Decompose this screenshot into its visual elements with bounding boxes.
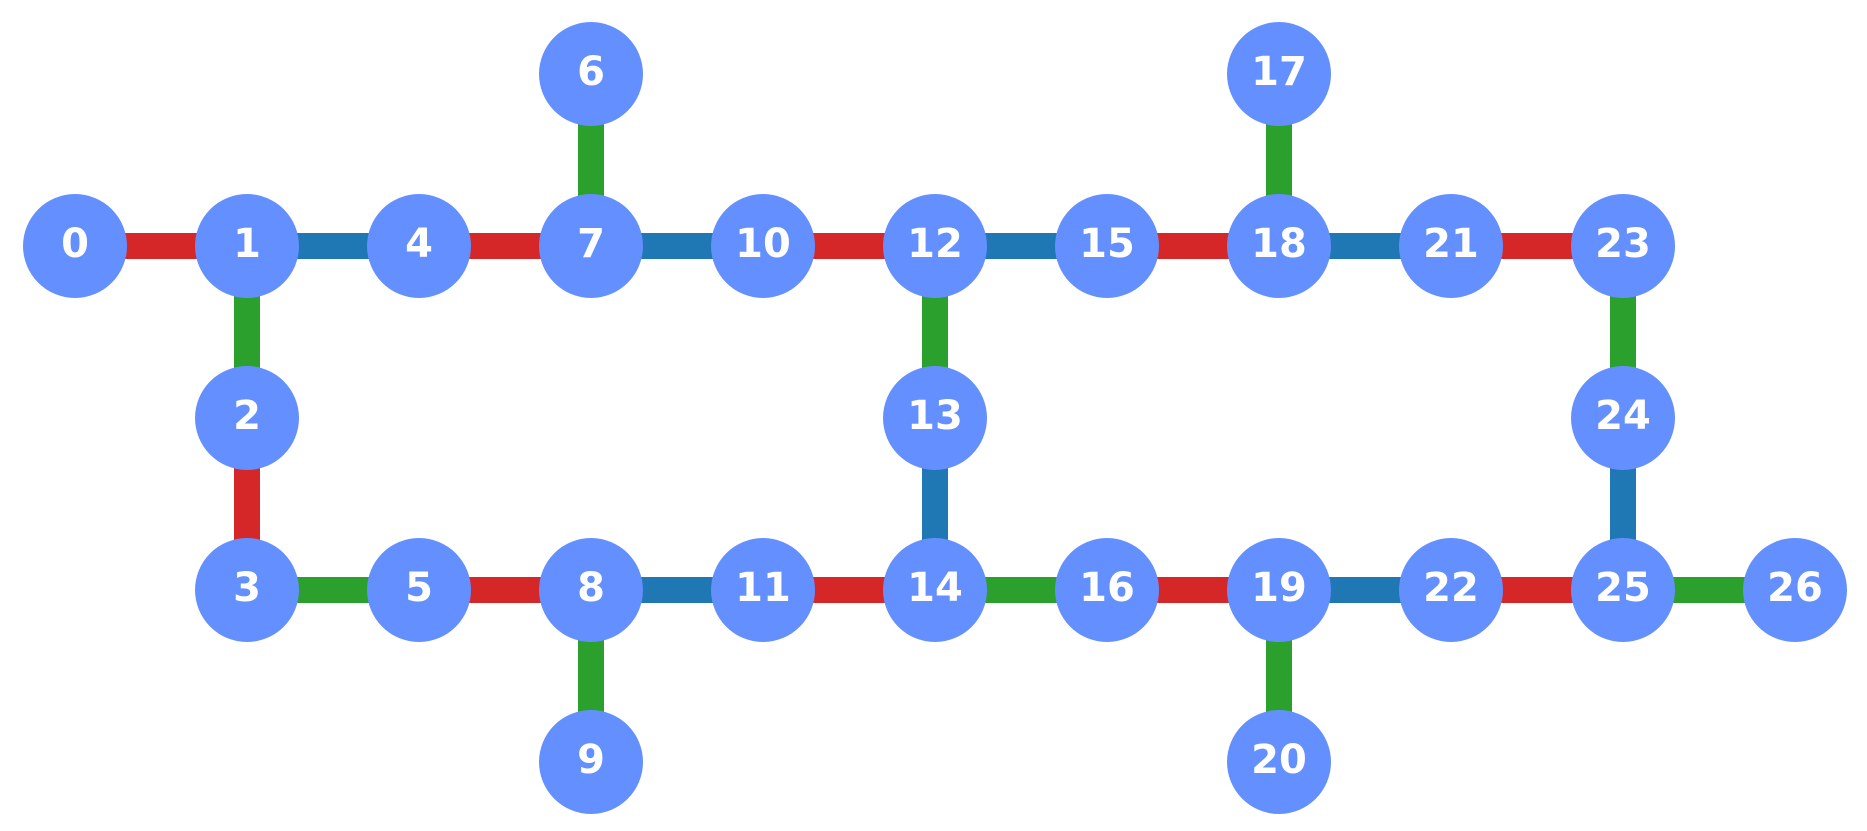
- node-circle: [195, 366, 299, 470]
- node-circle: [539, 194, 643, 298]
- node-circle: [195, 194, 299, 298]
- node-26: 26: [1743, 538, 1847, 642]
- node-label: 26: [1767, 565, 1823, 611]
- node-19: 19: [1227, 538, 1331, 642]
- node-label: 10: [735, 221, 791, 267]
- node-label: 17: [1251, 49, 1307, 95]
- node-12: 12: [883, 194, 987, 298]
- node-label: 3: [233, 565, 261, 611]
- node-22: 22: [1399, 538, 1503, 642]
- node-circle: [539, 538, 643, 642]
- node-7: 7: [539, 194, 643, 298]
- node-label: 4: [405, 221, 433, 267]
- node-label: 16: [1079, 565, 1135, 611]
- node-circle: [1399, 194, 1503, 298]
- node-label: 18: [1251, 221, 1307, 267]
- node-15: 15: [1055, 194, 1159, 298]
- node-6: 6: [539, 22, 643, 126]
- node-14: 14: [883, 538, 987, 642]
- node-label: 1: [233, 221, 261, 267]
- node-circle: [1055, 194, 1159, 298]
- node-label: 21: [1423, 221, 1479, 267]
- node-label: 22: [1423, 565, 1479, 611]
- node-circle: [539, 710, 643, 814]
- node-label: 7: [577, 221, 605, 267]
- node-24: 24: [1571, 366, 1675, 470]
- node-label: 15: [1079, 221, 1135, 267]
- node-4: 4: [367, 194, 471, 298]
- node-label: 25: [1595, 565, 1651, 611]
- node-23: 23: [1571, 194, 1675, 298]
- node-5: 5: [367, 538, 471, 642]
- node-label: 13: [907, 393, 963, 439]
- node-label: 23: [1595, 221, 1651, 267]
- node-8: 8: [539, 538, 643, 642]
- node-25: 25: [1571, 538, 1675, 642]
- node-label: 14: [907, 565, 963, 611]
- node-circle: [1227, 710, 1331, 814]
- node-9: 9: [539, 710, 643, 814]
- node-label: 11: [735, 565, 791, 611]
- node-11: 11: [711, 538, 815, 642]
- node-circle: [1227, 194, 1331, 298]
- node-label: 12: [907, 221, 963, 267]
- node-0: 0: [23, 194, 127, 298]
- node-circle: [195, 538, 299, 642]
- node-label: 20: [1251, 737, 1307, 783]
- node-circle: [1055, 538, 1159, 642]
- node-2: 2: [195, 366, 299, 470]
- node-circle: [711, 194, 815, 298]
- node-circle: [1743, 538, 1847, 642]
- node-label: 9: [577, 737, 605, 783]
- node-circle: [23, 194, 127, 298]
- node-17: 17: [1227, 22, 1331, 126]
- node-16: 16: [1055, 538, 1159, 642]
- node-circle: [883, 194, 987, 298]
- node-circle: [1571, 538, 1675, 642]
- node-circle: [1399, 538, 1503, 642]
- node-circle: [367, 194, 471, 298]
- node-circle: [1227, 22, 1331, 126]
- node-20: 20: [1227, 710, 1331, 814]
- node-label: 8: [577, 565, 605, 611]
- node-label: 0: [61, 221, 89, 267]
- nodes-layer: 0 123456789101112131415161718192021222324…: [23, 22, 1847, 814]
- node-21: 21: [1399, 194, 1503, 298]
- node-label: 6: [577, 49, 605, 95]
- node-13: 13: [883, 366, 987, 470]
- node-label: 5: [405, 565, 433, 611]
- node-label: 24: [1595, 393, 1651, 439]
- node-18: 18: [1227, 194, 1331, 298]
- node-circle: [1571, 366, 1675, 470]
- node-circle: [539, 22, 643, 126]
- node-circle: [883, 366, 987, 470]
- node-3: 3: [195, 538, 299, 642]
- node-circle: [367, 538, 471, 642]
- node-circle: [1227, 538, 1331, 642]
- node-circle: [883, 538, 987, 642]
- node-circle: [711, 538, 815, 642]
- node-label: 19: [1251, 565, 1307, 611]
- node-10: 10: [711, 194, 815, 298]
- node-1: 1: [195, 194, 299, 298]
- node-circle: [1571, 194, 1675, 298]
- node-label: 2: [233, 393, 261, 439]
